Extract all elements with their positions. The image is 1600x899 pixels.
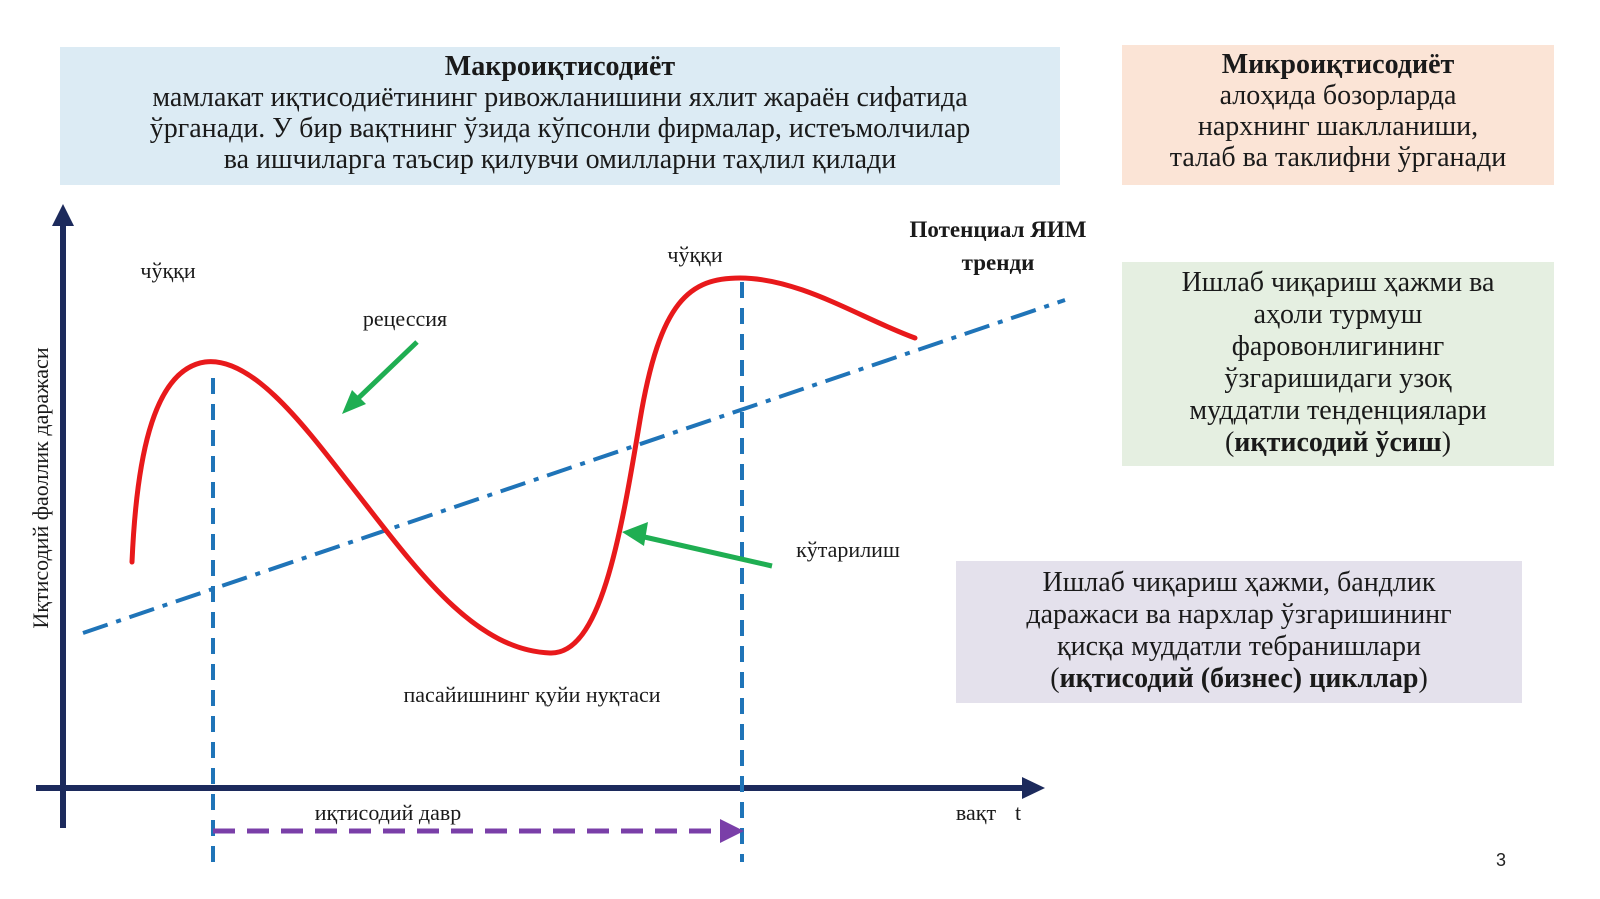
trend-line bbox=[82, 298, 1066, 635]
y-axis-label: Иқтисодий фаоллик даражаси bbox=[28, 347, 53, 628]
cycle-line-2: даражаси ва нархлар ўзгаришининг bbox=[1026, 599, 1452, 630]
cycle-line-1: Ишлаб чиқариш ҳажми, бандлик bbox=[1042, 567, 1436, 598]
micro-line-2: нархнинг шаклланиши, bbox=[1197, 111, 1479, 142]
trend-label-line2: тренди bbox=[962, 250, 1035, 275]
x-axis-label: вақт bbox=[956, 800, 997, 825]
growth-open-paren: ( bbox=[1224, 427, 1235, 458]
growth-line-4: ўзгаришидаги узоқ bbox=[1224, 363, 1452, 394]
micro-box: Микроиқтисодиёт алоҳида бозорларда нархн… bbox=[1122, 45, 1554, 185]
trough-label: пасайишнинг қуйи нуқтаси bbox=[403, 682, 660, 707]
expansion-arrow bbox=[639, 533, 773, 569]
growth-line-5: муддатли тенденциялари bbox=[1189, 395, 1487, 426]
macro-box: Макроиқтисодиёт мамлакат иқтисодиётининг… bbox=[60, 47, 1060, 185]
cycle-open-paren: ( bbox=[1050, 663, 1060, 694]
growth-box: Ишлаб чиқариш ҳажми ва аҳоли турмуш фаро… bbox=[1122, 262, 1554, 466]
cycle-close-paren: ) bbox=[1418, 663, 1428, 694]
trend-label-line1: Потенциал ЯИМ bbox=[910, 217, 1087, 242]
micro-line-3: талаб ва таклифни ўрганади bbox=[1169, 142, 1507, 173]
cycle-line-3: қисқа муддатли тебранишлари bbox=[1057, 631, 1421, 662]
peak1-label: чўққи bbox=[140, 258, 195, 283]
x-axis-symbol: t bbox=[1015, 800, 1021, 825]
macro-line-1: мамлакат иқтисодиётининг ривожланишини я… bbox=[152, 82, 968, 113]
macro-line-2: ўрганади. У бир вақтнинг ўзида кўпсонли … bbox=[149, 113, 971, 144]
micro-title: Микроиқтисодиёт bbox=[1221, 49, 1455, 80]
growth-bold-term: иқтисодий ўсиш bbox=[1234, 427, 1442, 458]
macro-line-3: ва ишчиларга таъсир қилувчи омилларни та… bbox=[223, 144, 897, 175]
recession-arrow bbox=[345, 340, 419, 411]
growth-line-1: Ишлаб чиқариш ҳажми ва bbox=[1181, 267, 1495, 298]
cycle-box: Ишлаб чиқариш ҳажми, бандлик даражаси ва… bbox=[956, 561, 1522, 703]
expansion-arrowhead bbox=[622, 522, 648, 546]
cycle-period-label: иқтисодий давр bbox=[315, 800, 462, 825]
growth-line-3: фаровонлигининг bbox=[1231, 331, 1445, 362]
growth-close-paren: ) bbox=[1441, 427, 1452, 458]
page-number: 3 bbox=[1496, 850, 1507, 870]
x-axis-arrowhead bbox=[1022, 777, 1045, 799]
micro-line-1: алоҳида бозорларда bbox=[1219, 80, 1457, 111]
cycle-period-arrowhead bbox=[720, 819, 744, 843]
expansion-label: кўтарилиш bbox=[796, 537, 900, 562]
cycle-bold-term: иқтисодий (бизнес) цикллар bbox=[1059, 663, 1419, 694]
growth-line-2: аҳоли турмуш bbox=[1253, 299, 1423, 330]
y-axis-arrowhead bbox=[52, 204, 74, 226]
cycle-line-4: (иқтисодий (бизнес) цикллар) bbox=[956, 663, 1522, 695]
macro-title: Макроиқтисодиёт bbox=[444, 51, 676, 82]
growth-line-6: (иқтисодий ўсиш) bbox=[1122, 427, 1554, 459]
recession-label: рецессия bbox=[363, 306, 447, 331]
recession-arrowhead bbox=[342, 390, 366, 414]
peak2-label: чўққи bbox=[667, 242, 722, 267]
cycle-curve bbox=[129, 275, 918, 656]
